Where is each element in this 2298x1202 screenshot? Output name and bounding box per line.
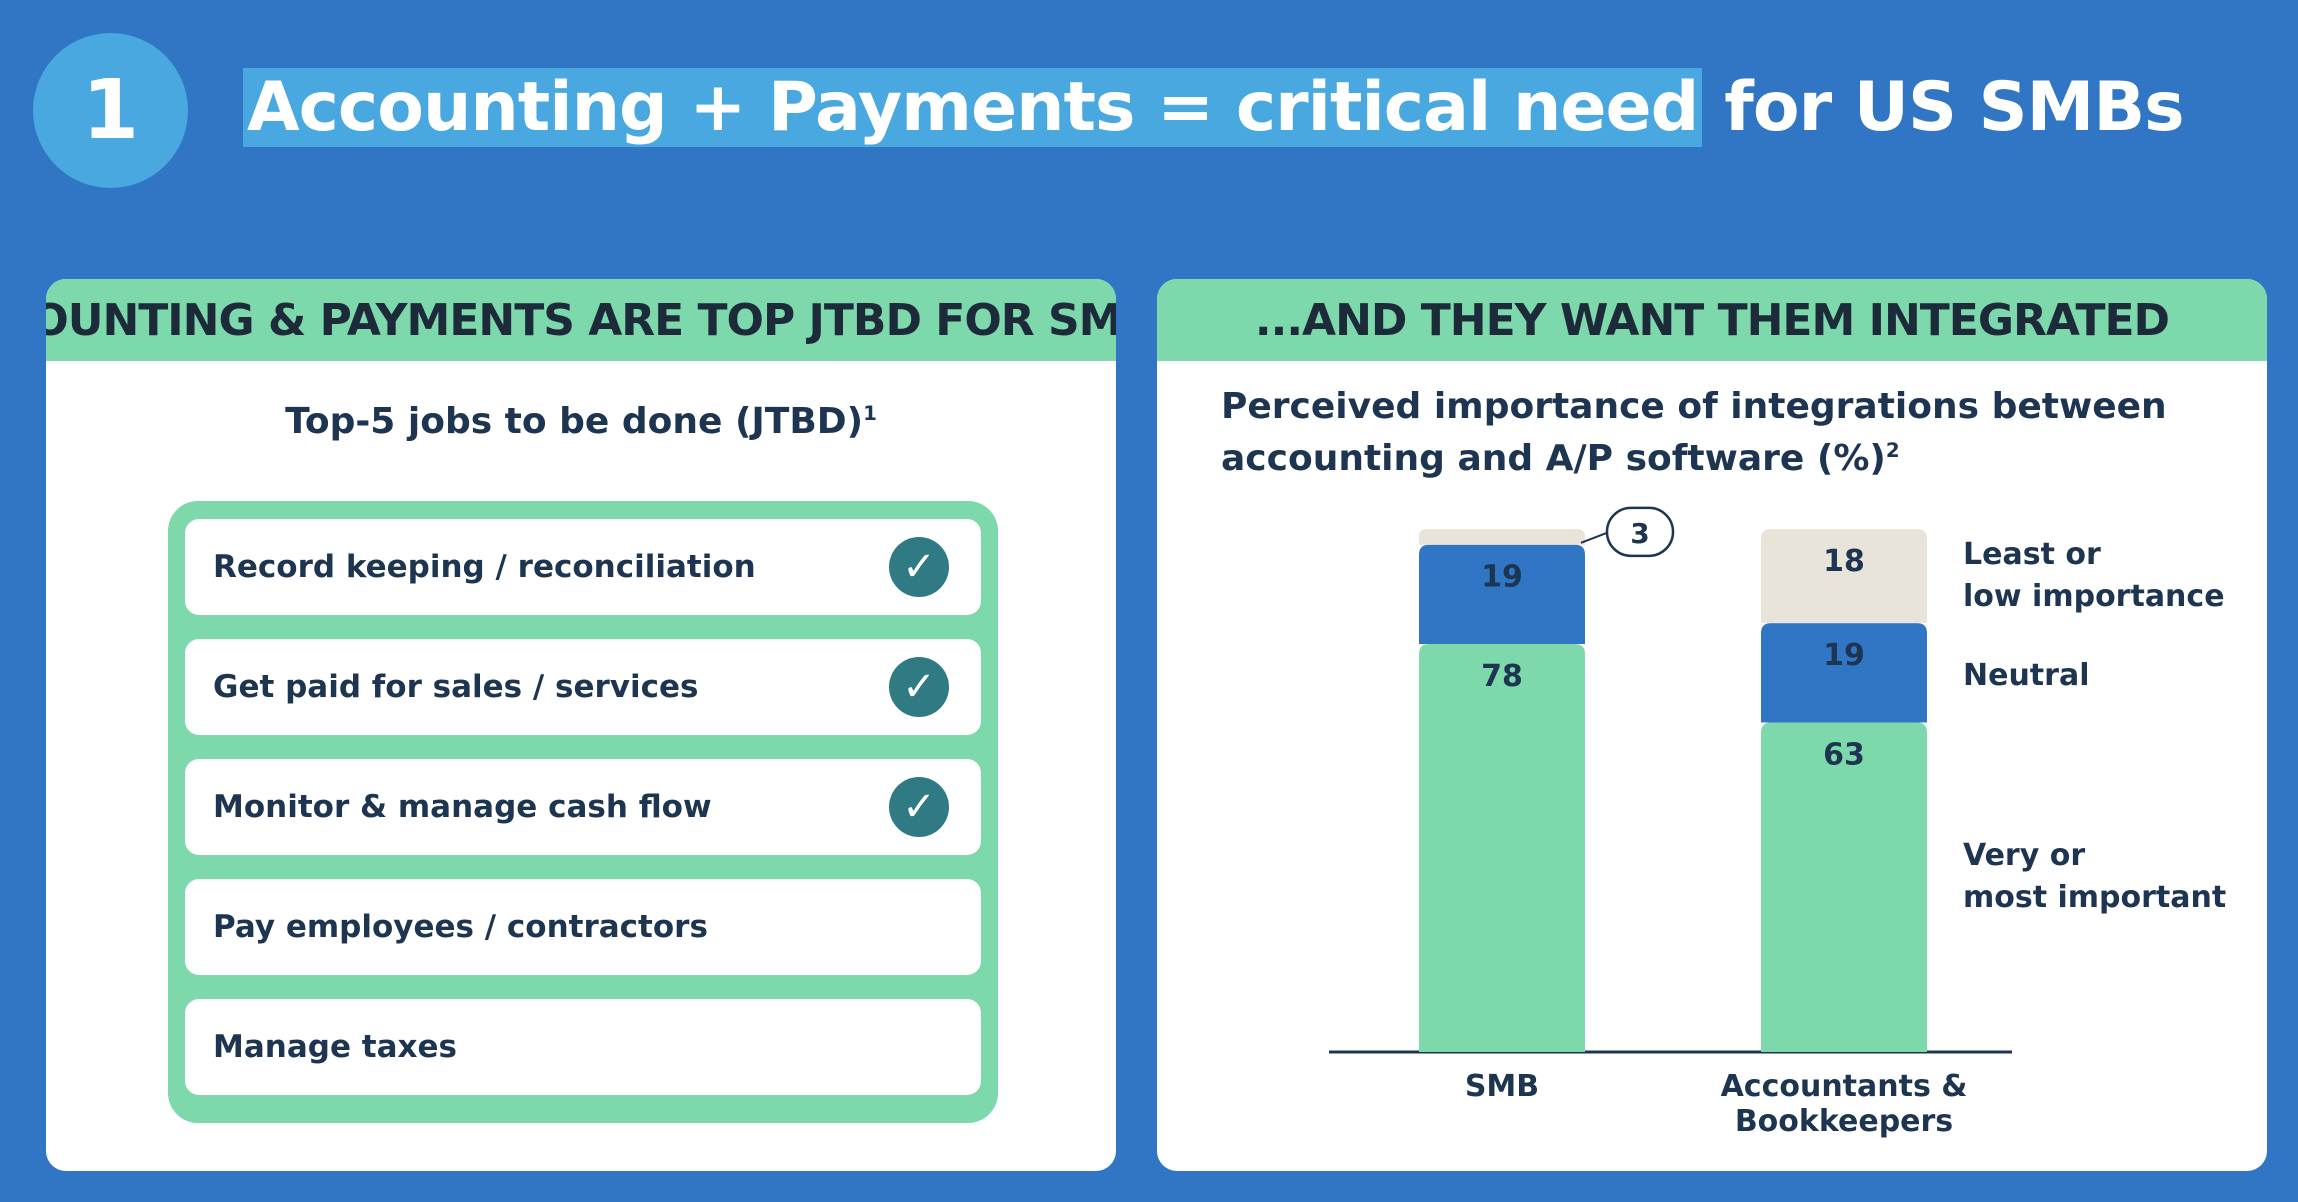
bar-segment [1761, 722, 1927, 1052]
callout-line [1580, 531, 1608, 544]
list-item: Pay employees / contractors [185, 879, 981, 975]
bar-segment [1419, 529, 1585, 545]
checkmark-icon: ✓ [889, 777, 949, 837]
integration-panel-header: ...AND THEY WANT THEM INTEGRATED [1157, 279, 2267, 361]
bar-segment [1761, 623, 1927, 723]
bar-segment [1761, 529, 1927, 624]
integration-panel: ...AND THEY WANT THEM INTEGRATED Perceiv… [1157, 279, 2267, 1171]
jtbd-subtitle: Top-5 jobs to be done (JTBD)1 [46, 401, 1116, 442]
legend-label: most important [1963, 880, 2226, 915]
data-label: 19 [1481, 560, 1523, 595]
jtbd-panel-header: ACCOUNTING & PAYMENTS ARE TOP JTBD FOR S… [46, 279, 1116, 361]
footnote-marker: 2 [1885, 439, 1900, 462]
x-tick-label: SMB [1465, 1069, 1539, 1104]
data-label: 19 [1823, 638, 1865, 673]
list-item: Record keeping / reconciliation ✓ [185, 519, 981, 615]
legend-label: Least or [1963, 537, 2101, 572]
chart-title-line-1: Perceived importance of integrations bet… [1221, 386, 2167, 427]
checkmark-icon: ✓ [889, 657, 949, 717]
legend-label: low importance [1963, 579, 2225, 614]
list-item: Monitor & manage cash flow ✓ [185, 759, 981, 855]
callout-bubble [1605, 506, 1675, 558]
x-tick-label: Bookkeepers [1735, 1104, 1953, 1139]
job-label: Get paid for sales / services [213, 669, 699, 705]
job-label: Monitor & manage cash flow [213, 789, 712, 825]
jtbd-subtitle-text: Top-5 jobs to be done (JTBD) [285, 401, 864, 442]
stacked-bar-chart: 78 19 3 SMB 63 19 18 Accountants &Bookkeepers Ve… [1329, 506, 2226, 1139]
footnote-marker: 1 [863, 402, 877, 425]
chart-title: Perceived importance of integrations bet… [1221, 385, 2167, 481]
data-label: 18 [1823, 544, 1865, 579]
title-highlight: Accounting + Payments = critical need [243, 67, 1703, 147]
section-number-badge: 1 [33, 33, 188, 188]
bar-segment [1419, 644, 1585, 1052]
list-item: Manage taxes [185, 999, 981, 1095]
legend-label: Neutral [1963, 658, 2089, 693]
job-label: Pay employees / contractors [213, 909, 708, 945]
data-label: 63 [1823, 738, 1865, 773]
chart-title-line-2: accounting and A/P software (%) [1221, 438, 1886, 479]
jtbd-panel: ACCOUNTING & PAYMENTS ARE TOP JTBD FOR S… [46, 279, 1116, 1171]
bar-segment [1419, 544, 1585, 645]
list-item: Get paid for sales / services ✓ [185, 639, 981, 735]
x-tick-label: Accountants & [1721, 1069, 1968, 1104]
job-label: Record keeping / reconciliation [213, 549, 756, 585]
checkmark-icon: ✓ [889, 537, 949, 597]
data-label: 78 [1481, 659, 1523, 694]
legend-label: Very or [1963, 838, 2085, 873]
data-label: 3 [1630, 517, 1649, 550]
page-title: Accounting + Payments = critical need fo… [243, 62, 2185, 152]
job-label: Manage taxes [213, 1029, 457, 1065]
jobs-list: Record keeping / reconciliation ✓ Get pa… [168, 501, 998, 1123]
title-rest: for US SMBs [1724, 67, 2184, 147]
